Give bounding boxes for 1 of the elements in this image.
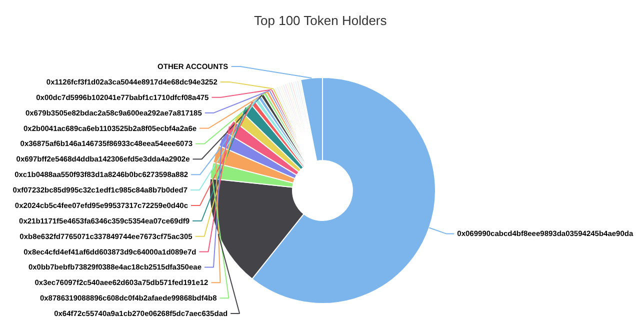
chart-title: Top 100 Token Holders — [254, 13, 388, 28]
